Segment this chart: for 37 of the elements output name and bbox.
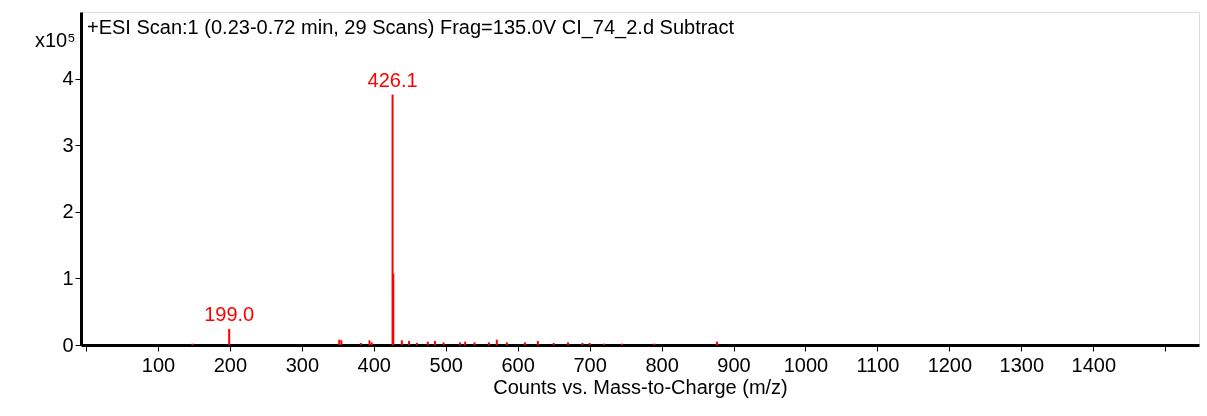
bar (442, 342, 445, 345)
x-tick-label: 1300 (999, 353, 1045, 376)
y-tick-label: 0 (62, 333, 74, 356)
bar (408, 341, 411, 345)
x-tick-label: 1000 (783, 353, 829, 376)
bar (433, 341, 436, 345)
x-tick-label: 200 (213, 353, 248, 376)
y-tick-label: 3 (62, 133, 74, 156)
y-tick-label: 4 (62, 67, 74, 90)
x-tick-label: 1400 (1071, 353, 1117, 376)
y-tick-label: 2 (62, 200, 74, 223)
bar (523, 342, 526, 345)
bar (536, 341, 539, 345)
y-tick-label: 1 (62, 266, 74, 289)
x-tick-label: 300 (285, 353, 320, 376)
x-tick-label: 500 (429, 353, 463, 376)
annotation: 426.1 (367, 68, 418, 91)
x-axis-title: Counts vs. Mass-to-Charge (m/z) (493, 375, 788, 398)
x-tick-label: 700 (573, 353, 607, 376)
x-tick-label: 1200 (927, 353, 973, 376)
bar (400, 340, 403, 345)
x-tick-label: 800 (645, 353, 679, 376)
bar (567, 342, 570, 345)
y-axis-title: x10⁵ (34, 28, 76, 51)
bar (487, 342, 490, 345)
annotation: 199.0 (204, 303, 255, 326)
bar (473, 342, 476, 345)
x-tick-label: 1100 (856, 353, 900, 376)
x-tick-label: 900 (717, 353, 751, 376)
bar (228, 329, 231, 345)
bar (459, 342, 462, 345)
x-tick-label: 400 (357, 353, 391, 376)
bar (495, 339, 498, 345)
bar (505, 342, 508, 345)
x-tick-label: 100 (141, 353, 176, 376)
x-tick-label: 600 (501, 353, 535, 376)
chart-title: +ESI Scan:1 (0.23-0.72 min, 29 Scans) Frag=135.0V CI_74_2.d Subtract (87, 16, 735, 39)
